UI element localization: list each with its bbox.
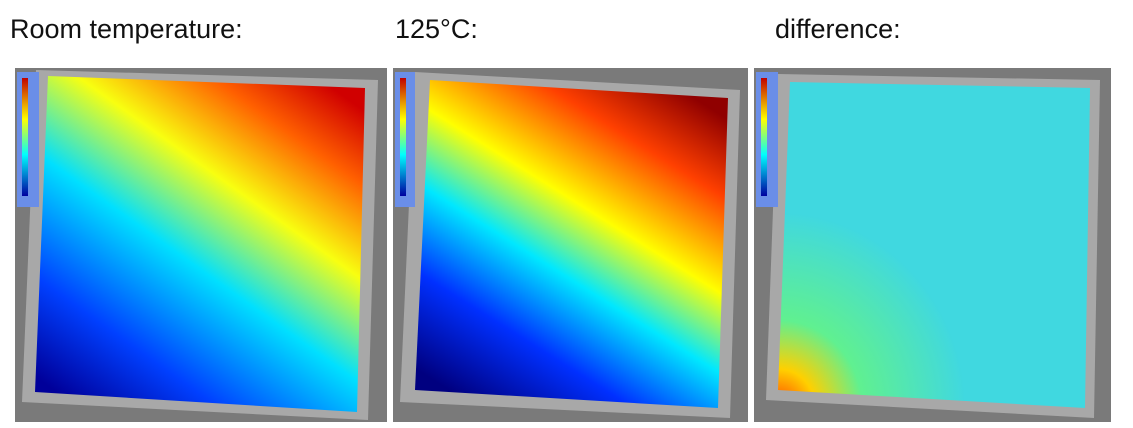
colorbar (400, 78, 406, 196)
panel (393, 68, 748, 422)
heatmap (35, 76, 365, 412)
panel-label: difference: (775, 14, 901, 44)
panel (754, 68, 1111, 422)
colorbar (22, 78, 28, 196)
panel (15, 68, 387, 422)
panel-label: Room temperature: (10, 14, 243, 44)
heatmap (778, 82, 1090, 408)
heatmap (415, 80, 728, 408)
panel-label: 125°C: (395, 14, 478, 44)
colorbar (761, 78, 767, 196)
